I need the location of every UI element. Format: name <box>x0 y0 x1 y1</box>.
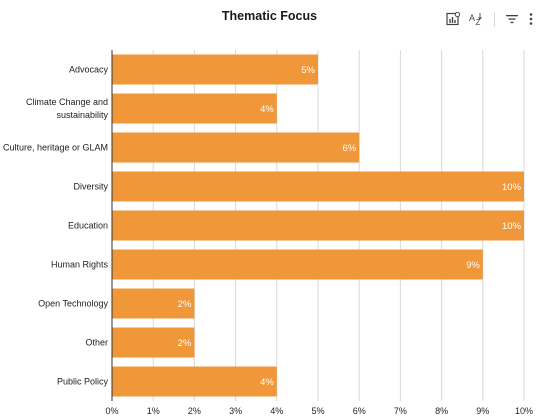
category-label: Public Policy <box>57 377 109 387</box>
sort-az-icon[interactable]: A Z <box>466 9 486 29</box>
x-tick-label: 9% <box>476 406 489 416</box>
category-label: Culture, heritage or GLAM <box>3 143 108 153</box>
x-tick-label: 5% <box>311 406 324 416</box>
x-tick-label: 3% <box>229 406 242 416</box>
bar <box>112 366 277 397</box>
x-tick-label: 6% <box>353 406 366 416</box>
data-label: 5% <box>301 65 315 76</box>
x-tick-label: 10% <box>515 406 533 416</box>
data-label: 4% <box>260 104 274 115</box>
bar <box>112 93 277 124</box>
category-label: Human Rights <box>51 260 109 270</box>
category-label: Education <box>68 221 108 231</box>
x-tick-label: 2% <box>188 406 201 416</box>
bar <box>112 132 360 163</box>
toolbar-divider <box>494 12 495 27</box>
category-label: Other <box>85 338 108 348</box>
data-label: 2% <box>178 299 192 310</box>
bar <box>112 171 524 202</box>
more-vert-icon[interactable] <box>525 9 537 29</box>
category-label: Climate Change and <box>26 97 108 107</box>
bar <box>112 54 318 85</box>
category-label: Open Technology <box>38 299 108 309</box>
data-label: 2% <box>178 338 192 349</box>
x-tick-label: 4% <box>270 406 283 416</box>
svg-text:Z: Z <box>476 18 481 26</box>
chart-title: Thematic Focus <box>221 9 318 23</box>
category-label: sustainability <box>56 110 108 120</box>
data-label: 4% <box>260 377 274 388</box>
x-tick-label: 8% <box>435 406 448 416</box>
category-label: Diversity <box>73 182 108 192</box>
data-label: 6% <box>342 143 356 154</box>
bar <box>112 327 195 358</box>
data-label: 9% <box>466 260 480 271</box>
svg-text:A: A <box>469 13 475 23</box>
bar <box>112 288 195 319</box>
filter-icon[interactable] <box>503 9 521 29</box>
x-tick-label: 1% <box>147 406 160 416</box>
category-label: Advocacy <box>69 65 109 75</box>
x-tick-label: 7% <box>394 406 407 416</box>
bar <box>112 249 483 280</box>
data-label: 10% <box>502 182 522 193</box>
bar <box>112 210 524 241</box>
data-label: 10% <box>502 221 522 232</box>
x-tick-label: 0% <box>105 406 118 416</box>
chart-insights-icon[interactable] <box>444 9 462 29</box>
